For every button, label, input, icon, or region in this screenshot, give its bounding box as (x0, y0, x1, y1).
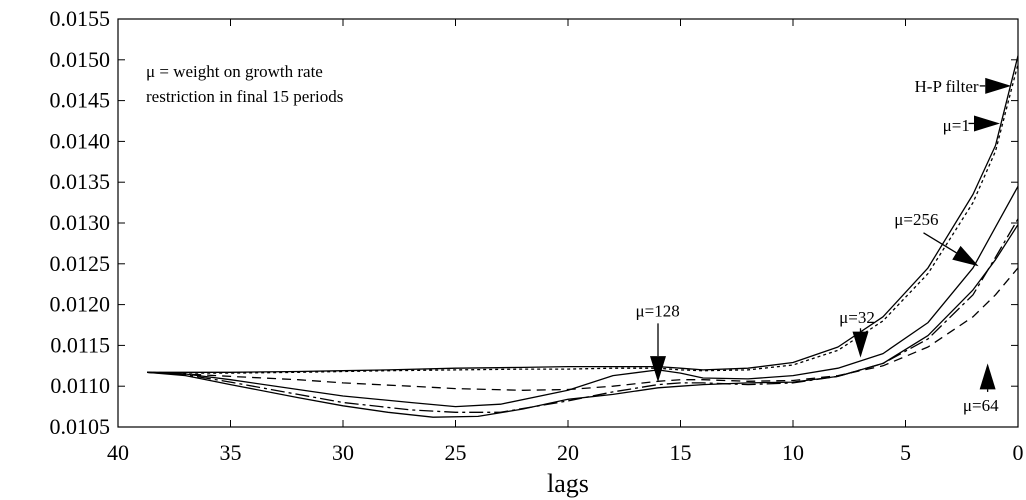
annotation-arrow-head (852, 331, 869, 358)
x-tick-label: 30 (332, 440, 354, 465)
plot-frame (117, 18, 1019, 428)
x-tick-label: 25 (445, 440, 467, 465)
x-axis-title: lags (547, 469, 589, 498)
note-line-1: μ = weight on growth rate (146, 62, 323, 81)
series-line-5 (147, 218, 1018, 413)
x-tick-labels: 40 35 30 25 20 15 10 5 0 (107, 440, 1024, 465)
annotation-arrow-head (985, 77, 1012, 94)
annotation-arrow-head (952, 245, 979, 267)
y-tick-label: 0.0130 (50, 210, 111, 235)
annotation-arrow-head (979, 363, 996, 390)
note-line-2: restriction in final 15 periods (146, 87, 343, 106)
x-tick-label: 0 (1013, 440, 1024, 465)
series-group (147, 55, 1018, 418)
y-tick-label: 0.0155 (50, 6, 111, 31)
annotation-label: μ=128 (636, 301, 680, 320)
y-tick-label: 0.0150 (50, 47, 111, 72)
x-tick-label: 15 (670, 440, 692, 465)
x-tick-label: 40 (107, 440, 129, 465)
x-tick-label: 35 (220, 440, 242, 465)
annotation-label: μ=64 (963, 396, 999, 415)
annotation-group: H-P filter μ=1 μ=256 μ=32 μ=128 μ=64 (636, 77, 1012, 415)
y-tick-labels: 0.0105 0.0110 0.0115 0.0120 0.0125 0.0130 0.01… (50, 6, 111, 439)
y-tick-label: 0.0105 (50, 414, 111, 439)
annotation-arrow-shaft (923, 232, 957, 254)
annotation-label: μ=256 (894, 210, 938, 229)
y-tick-label: 0.0145 (50, 88, 111, 113)
y-tick-label: 0.0135 (50, 169, 111, 194)
y-tick-label: 0.0125 (50, 251, 111, 276)
series-line-2 (147, 63, 1018, 374)
x-tick-label: 5 (900, 440, 911, 465)
y-tick-label: 0.0140 (50, 128, 111, 153)
annotation-arrow-head (650, 356, 666, 383)
annotation-label: μ=32 (839, 308, 875, 327)
annotation-label: μ=1 (943, 116, 970, 135)
x-tick-label: 20 (557, 440, 579, 465)
y-tick-label: 0.0120 (50, 292, 111, 317)
series-line-4 (147, 185, 1018, 408)
y-tick-label: 0.0115 (50, 332, 110, 357)
x-tick-label: 10 (782, 440, 804, 465)
annotation-arrow-head (974, 115, 1000, 132)
y-tick-label: 0.0110 (50, 373, 110, 398)
annotation-label: H-P filter (915, 77, 979, 96)
series-line-6 (147, 224, 1018, 418)
